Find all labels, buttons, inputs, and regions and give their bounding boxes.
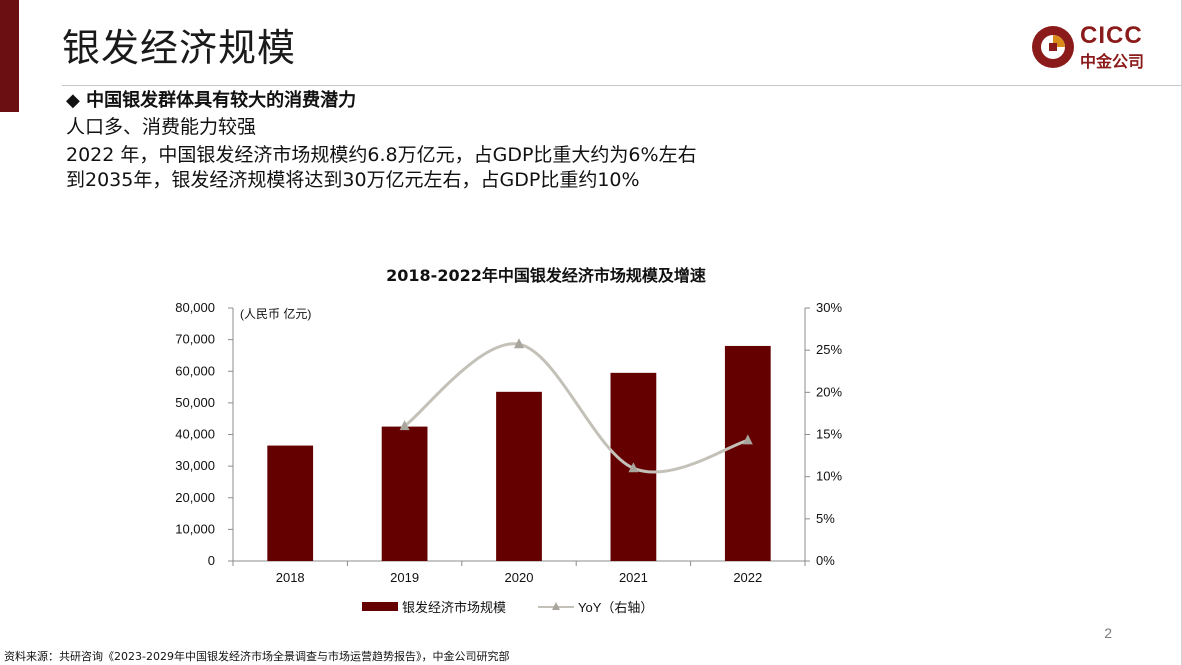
- legend-label-line: YoY（右轴）: [578, 600, 653, 615]
- body-line-3: 到2035年，银发经济规模将达到30万亿元左右，占GDP比重约10%: [66, 169, 640, 191]
- y-left-tick-label: 30,000: [175, 458, 215, 473]
- source-note: 资料来源：共研咨询《2023-2029年中国银发经济市场全景调查与市场运营趋势报…: [4, 650, 510, 663]
- header-divider: [62, 85, 1182, 86]
- yoy-point: [628, 462, 639, 473]
- y-left-tick-label: 70,000: [175, 332, 215, 347]
- logo-text-cn: 中金公司: [1080, 52, 1145, 71]
- slide-title: 银发经济规模: [62, 26, 297, 70]
- y-left-tick-label: 0: [208, 553, 215, 568]
- y-left-tick-label: 80,000: [175, 300, 215, 315]
- legend-swatch-bar: [362, 602, 398, 611]
- logo-text-en: CICC: [1080, 22, 1143, 49]
- legend-label-bar: 银发经济市场规模: [402, 600, 506, 615]
- y-left-tick-label: 60,000: [175, 363, 215, 378]
- x-tick-label: 2020: [505, 570, 534, 585]
- y-right-tick-label: 30%: [816, 300, 842, 315]
- x-tick-label: 2022: [733, 570, 762, 585]
- page-number: 2: [1104, 625, 1112, 641]
- bullet-heading: ◆ 中国银发群体具有较大的消费潜力: [66, 90, 357, 111]
- unit-label: (人民币 亿元): [240, 306, 311, 321]
- bar: [381, 426, 428, 561]
- x-tick-label: 2018: [276, 570, 305, 585]
- yoy-point: [742, 434, 753, 445]
- bar: [496, 391, 542, 561]
- accent-bar: [0, 0, 19, 112]
- y-left-tick-label: 40,000: [175, 427, 215, 442]
- yoy-point: [399, 420, 410, 431]
- body-line-1: 人口多、消费能力较强: [66, 116, 257, 138]
- y-right-tick-label: 0%: [816, 553, 835, 568]
- y-right-tick-label: 15%: [816, 427, 842, 442]
- body-line-2: 2022 年，中国银发经济市场规模约6.8万亿元，占GDP比重大约为6%左右: [66, 144, 697, 166]
- bar: [724, 345, 771, 561]
- y-right-tick-label: 25%: [816, 342, 842, 357]
- y-right-tick-label: 20%: [816, 384, 842, 399]
- y-left-tick-label: 50,000: [175, 395, 215, 410]
- legend-marker-line: [552, 602, 560, 610]
- x-tick-label: 2019: [390, 570, 419, 585]
- yoy-point: [514, 338, 524, 349]
- cicc-coin-icon: [1032, 26, 1074, 68]
- chart-title: 2018-2022年中国银发经济市场规模及增速: [386, 266, 706, 285]
- yoy-line: [403, 342, 749, 474]
- y-left-tick-label: 10,000: [175, 521, 215, 536]
- x-tick-label: 2021: [619, 570, 648, 585]
- y-right-tick-label: 10%: [816, 469, 842, 484]
- y-left-tick-label: 20,000: [175, 490, 215, 505]
- cicc-logo: CICC 中金公司: [1030, 22, 1155, 74]
- bar: [267, 445, 314, 561]
- y-right-tick-label: 5%: [816, 511, 835, 526]
